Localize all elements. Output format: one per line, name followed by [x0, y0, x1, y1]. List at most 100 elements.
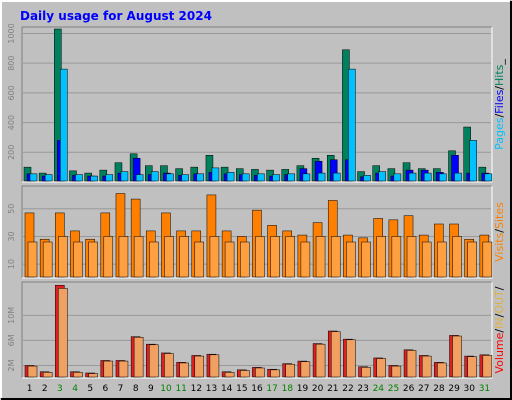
- xtick-day-label: 2: [42, 384, 48, 394]
- xtick-day-label: 21: [327, 384, 338, 394]
- xtick-day-label: 30: [464, 384, 476, 394]
- xtick-day-label: 1: [27, 384, 33, 394]
- bar-out: [406, 350, 417, 378]
- bar-out: [391, 365, 402, 378]
- panel-3-highlight: [22, 282, 493, 379]
- panel-3-shadow: [21, 281, 492, 378]
- bar-out: [330, 331, 341, 378]
- bar-pages: [287, 173, 295, 182]
- bar-out: [285, 363, 295, 378]
- legend-visits-sites-entry: Visits: [493, 232, 506, 261]
- bar-out: [270, 369, 280, 378]
- bar-pages: [196, 173, 205, 182]
- bar-out: [58, 288, 68, 378]
- bar-sites: [361, 241, 371, 278]
- bar-pages: [90, 175, 98, 182]
- bar-pages: [151, 171, 159, 182]
- xtick-day-label: 17: [266, 384, 277, 394]
- panel-1-ytick-label: 1000: [7, 23, 16, 43]
- panel-2-shadow: [21, 185, 492, 278]
- bar-sites: [103, 236, 114, 278]
- chart-marks: 1 2 3 4 5 6 7 8 9 10 11 12 13 14 15 16 17 18 19 20 21 22 23 24 2…: [23, 28, 493, 394]
- legend-visits-sites: Visits/Sites: [493, 202, 506, 262]
- bar-sites: [255, 236, 265, 278]
- bar-out: [421, 355, 432, 378]
- bar-out: [452, 335, 462, 378]
- xtick-day-label: 24: [373, 384, 385, 394]
- bar-out: [209, 354, 220, 378]
- bar-sites: [88, 241, 98, 278]
- xtick-day-label: 10: [160, 384, 172, 394]
- bar-out: [133, 337, 144, 378]
- legend-volume-entry: /: [493, 286, 506, 290]
- legend-hits-files-pages-entry: _: [493, 59, 506, 66]
- panel-1-ytick-label: 600: [7, 85, 16, 100]
- bar-pages: [408, 172, 417, 182]
- panel-2-ytick-label: 10: [7, 259, 16, 269]
- bar-out: [88, 373, 98, 378]
- bar-out: [482, 355, 493, 378]
- xtick-day-label: 5: [87, 384, 93, 394]
- legend-volume-entry: /: [493, 329, 506, 333]
- xtick-day-label: 9: [148, 384, 154, 394]
- bar-sites: [437, 241, 447, 278]
- xtick-day-label: 27: [418, 384, 429, 394]
- bar-pages: [60, 68, 68, 182]
- xtick-day-label: 29: [448, 384, 460, 394]
- panel-3-ytick-label: 2M: [7, 359, 16, 371]
- bar-sites: [421, 241, 432, 278]
- bar-sites: [346, 241, 356, 278]
- xtick-day-label: 7: [118, 384, 124, 394]
- bar-sites: [149, 241, 159, 278]
- bar-out: [346, 339, 356, 378]
- bar-pages: [166, 173, 174, 182]
- bar-pages: [75, 174, 83, 182]
- xtick-day-label: 25: [388, 384, 399, 394]
- bar-pages: [44, 174, 53, 182]
- panel-2-ytick-label: 50: [7, 204, 16, 214]
- xtick-day-label: 14: [221, 384, 233, 394]
- bar-out: [315, 343, 326, 378]
- bar-sites: [285, 236, 295, 278]
- bar-pages: [120, 171, 129, 182]
- panel-1-ytick-label: 800: [7, 56, 16, 71]
- bar-pages: [393, 173, 402, 182]
- bar-out: [224, 372, 235, 378]
- xtick-day-label: 23: [357, 384, 368, 394]
- bar-sites: [209, 236, 220, 278]
- bar-sites: [58, 236, 68, 278]
- bar-pages: [302, 173, 311, 182]
- xtick-day-label: 12: [191, 384, 202, 394]
- bar-pages: [363, 175, 371, 182]
- xtick-day-label: 19: [297, 384, 309, 394]
- bar-out: [437, 362, 447, 378]
- panel-1-ytick-label: 400: [7, 115, 16, 130]
- bar-pages: [332, 172, 341, 182]
- bar-out: [179, 362, 189, 378]
- bar-pages: [211, 167, 220, 182]
- bar-pages: [317, 172, 326, 182]
- panel-2-ytick-label: 30: [7, 231, 16, 241]
- legend-hits-files-pages: Pages/Files/Hits_: [493, 59, 506, 150]
- bar-pages: [469, 140, 477, 182]
- legend-volume-entry: Volume: [493, 332, 506, 373]
- panel-1-shadow: [21, 26, 492, 182]
- xtick-day-label: 13: [206, 384, 217, 394]
- xtick-day-label: 4: [72, 384, 78, 394]
- bar-pages: [378, 171, 386, 182]
- chart-legends: Pages/Files/Hits_ Visits/Sites Volume/IN/O…: [493, 59, 506, 374]
- panel-3-ytick-label: 6M: [7, 334, 16, 346]
- xtick-day-label: 26: [403, 384, 415, 394]
- legend-volume: Volume/IN/OUT/: [493, 286, 506, 373]
- bar-pages: [105, 174, 114, 182]
- panel-1-area: [22, 27, 492, 182]
- bar-out: [376, 358, 386, 378]
- bar-out: [467, 356, 477, 378]
- bar-pages: [454, 172, 462, 182]
- bar-out: [255, 367, 265, 378]
- legend-hits-files-pages-entry: Pages: [493, 117, 506, 150]
- panel-1-ytick-label: 200: [7, 145, 16, 160]
- bar-sites: [270, 236, 280, 278]
- xtick-day-label: 28: [433, 384, 445, 394]
- bar-pages: [272, 174, 280, 182]
